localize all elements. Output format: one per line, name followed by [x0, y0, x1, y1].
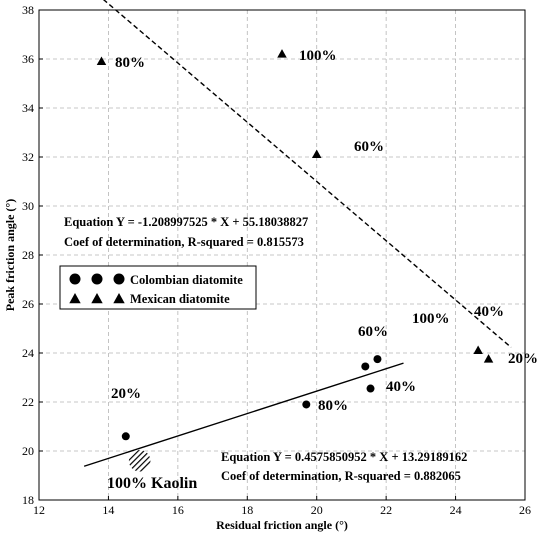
trendlines [83, 0, 512, 467]
x-tick-label: 18 [241, 503, 253, 517]
y-tick-label: 26 [22, 297, 34, 311]
mexican-point-label: 20% [508, 351, 538, 367]
mexican-point [311, 149, 322, 159]
mexican-point-label: 60% [354, 139, 384, 155]
y-axis-label: Peak friction angle (°) [3, 199, 17, 311]
data-marks [96, 49, 494, 441]
y-tick-label: 28 [22, 248, 34, 262]
legend-markers [69, 273, 125, 304]
mexican-trendline [102, 0, 512, 348]
y-tick-label: 20 [22, 444, 34, 458]
x-tick-label: 24 [450, 503, 462, 517]
colombian-point-label: 100% [412, 311, 450, 327]
x-tick-label: 14 [102, 503, 114, 517]
y-tick-label: 34 [22, 101, 34, 115]
mexican-point [483, 354, 494, 363]
kaolin-label: 100% Kaolin [107, 475, 197, 492]
mexican-equation-text: Equation Y = -1.208997525 * X + 55.18038… [64, 215, 308, 229]
mexican-point [473, 345, 483, 355]
colombian-point-label: 80% [318, 398, 348, 414]
x-tick-label: 22 [380, 503, 392, 517]
y-tick-label: 38 [22, 3, 34, 17]
colombian-r-squared-text: Coef of determination, R-squared = 0.882… [221, 469, 461, 483]
x-tick-label: 26 [519, 503, 531, 517]
colombian-trendline [83, 362, 404, 467]
x-tick-label: 12 [33, 503, 45, 517]
y-tick-label: 18 [22, 493, 34, 507]
y-tick-label: 36 [22, 52, 34, 66]
mexican-r-squared-text: Coef of determination, R-squared = 0.815… [64, 235, 304, 249]
mexican-point [277, 49, 287, 58]
mexican-point [96, 56, 107, 65]
colombian-point [361, 362, 370, 371]
colombian-point-label: 20% [111, 386, 141, 402]
mexican-point-label: 40% [474, 304, 504, 320]
x-tick-label: 16 [172, 503, 184, 517]
legend-label-colombian: Colombian diatomite [130, 273, 243, 287]
legend-triangle-marker [113, 293, 125, 304]
colombian-point-label: 60% [358, 324, 388, 340]
colombian-point [302, 400, 311, 409]
colombian-point-label: 40% [386, 379, 416, 395]
colombian-point [366, 384, 375, 393]
legend: Colombian diatomite Mexican diatomite [59, 265, 257, 310]
mexican-point-label: 100% [299, 48, 337, 64]
legend-circle-marker [91, 273, 103, 285]
mexican-point-label: 80% [115, 55, 145, 71]
kaolin-marker [128, 449, 151, 473]
legend-circle-marker [69, 273, 81, 285]
colombian-point [373, 355, 382, 364]
colombian-equation-text: Equation Y = 0.4575850952 * X + 13.29189… [221, 450, 467, 464]
legend-circle-marker [113, 273, 125, 285]
y-tick-label: 24 [22, 346, 34, 360]
y-tick-label: 32 [22, 150, 34, 164]
point-labels: 20% 80% 60% 40% 100% 80% 100% 60% 40% 20% [111, 48, 538, 414]
legend-label-mexican: Mexican diatomite [130, 292, 230, 306]
y-tick-label: 30 [22, 199, 34, 213]
colombian-point [121, 432, 130, 441]
x-axis-label: Residual friction angle (°) [216, 518, 348, 532]
axis-ticks: 12 14 16 18 20 22 24 26 18 20 22 24 26 28 30 32 34 36 38 [22, 3, 531, 517]
x-tick-label: 20 [311, 503, 323, 517]
grid-lines [39, 10, 525, 500]
legend-triangle-marker [69, 293, 81, 304]
legend-triangle-marker [91, 293, 103, 304]
y-tick-label: 22 [22, 395, 34, 409]
